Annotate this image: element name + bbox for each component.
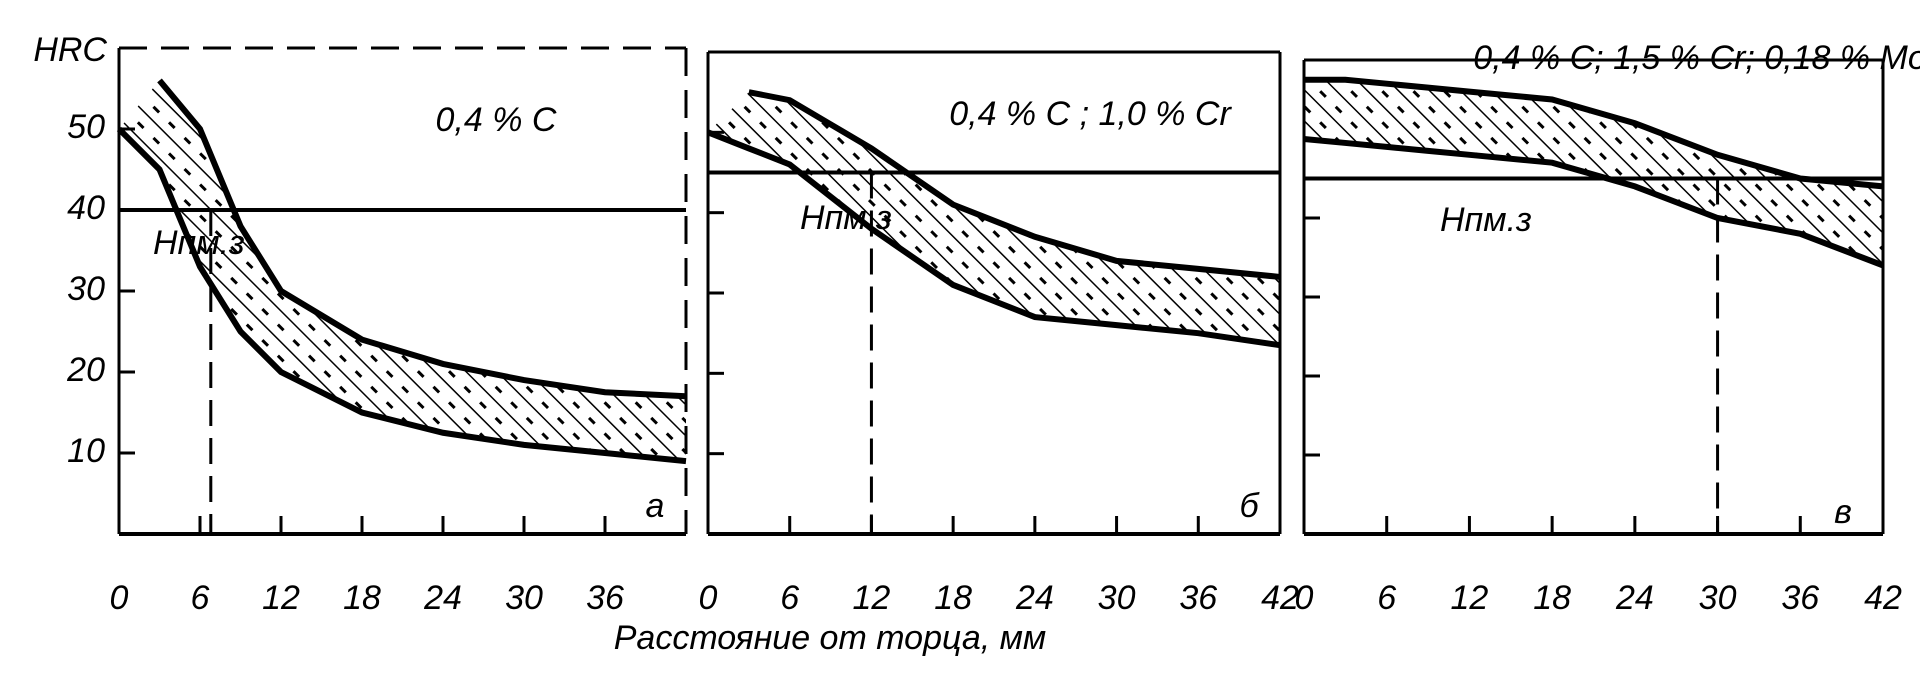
x-tick-label: 0 (699, 579, 718, 617)
y-tick-label: 30 (67, 270, 105, 308)
x-tick-label: 42 (1261, 579, 1299, 617)
band-curve (1303, 136, 1885, 269)
x-tick-label: 30 (1098, 579, 1136, 617)
x-tick-label: 24 (423, 579, 462, 617)
panel-label: а (646, 487, 665, 525)
x-tick-label: 24 (1615, 579, 1654, 617)
x-tick-label: 36 (1781, 579, 1819, 617)
x-tick-label: 0 (110, 579, 129, 617)
x-tick-label: 6 (780, 579, 799, 617)
x-tick-label: 18 (934, 579, 972, 617)
x-tick-label: 18 (343, 579, 381, 617)
x-tick-label: 6 (1377, 579, 1396, 617)
band-hatch (119, 80, 686, 462)
threshold-label: Hпм.з (153, 224, 245, 262)
y-tick-label: 40 (67, 189, 105, 227)
x-tick-label: 36 (1179, 579, 1217, 617)
x-tick-label: 30 (1699, 579, 1737, 617)
y-tick-label: 10 (67, 432, 105, 470)
panel-label: в (1834, 493, 1852, 531)
x-axis-label: Расстояние от торца, мм (614, 619, 1047, 657)
panel-label: б (1239, 487, 1260, 525)
y-axis-label: HRC (33, 31, 107, 69)
x-tick-label: 24 (1015, 579, 1054, 617)
annotation: 0,4 % C (436, 101, 557, 139)
annotation: 0,4 % C; 1,5 % Cr; 0,18 % Mo (1473, 39, 1920, 77)
band-curve (748, 89, 1281, 280)
band-curve (116, 126, 687, 465)
x-tick-label: 12 (262, 579, 300, 617)
x-tick-label: 42 (1864, 579, 1902, 617)
x-tick-label: 0 (1295, 579, 1314, 617)
y-tick-label: 20 (66, 351, 105, 389)
threshold-label: Hпм.з (1440, 201, 1532, 239)
band-curve (706, 129, 1281, 349)
band-hatch (708, 92, 1280, 346)
x-tick-label: 6 (191, 579, 210, 617)
band-curve (1304, 76, 1884, 190)
x-tick-label: 30 (505, 579, 543, 617)
x-tick-label: 18 (1533, 579, 1571, 617)
threshold-label: Hпм.з (800, 199, 892, 237)
x-tick-label: 36 (586, 579, 624, 617)
band-curve (157, 78, 687, 400)
x-tick-label: 12 (853, 579, 891, 617)
y-tick-label: 50 (67, 108, 105, 146)
x-tick-label: 12 (1451, 579, 1489, 617)
annotation: 0,4 % C ; 1,0 % Cr (949, 95, 1232, 133)
